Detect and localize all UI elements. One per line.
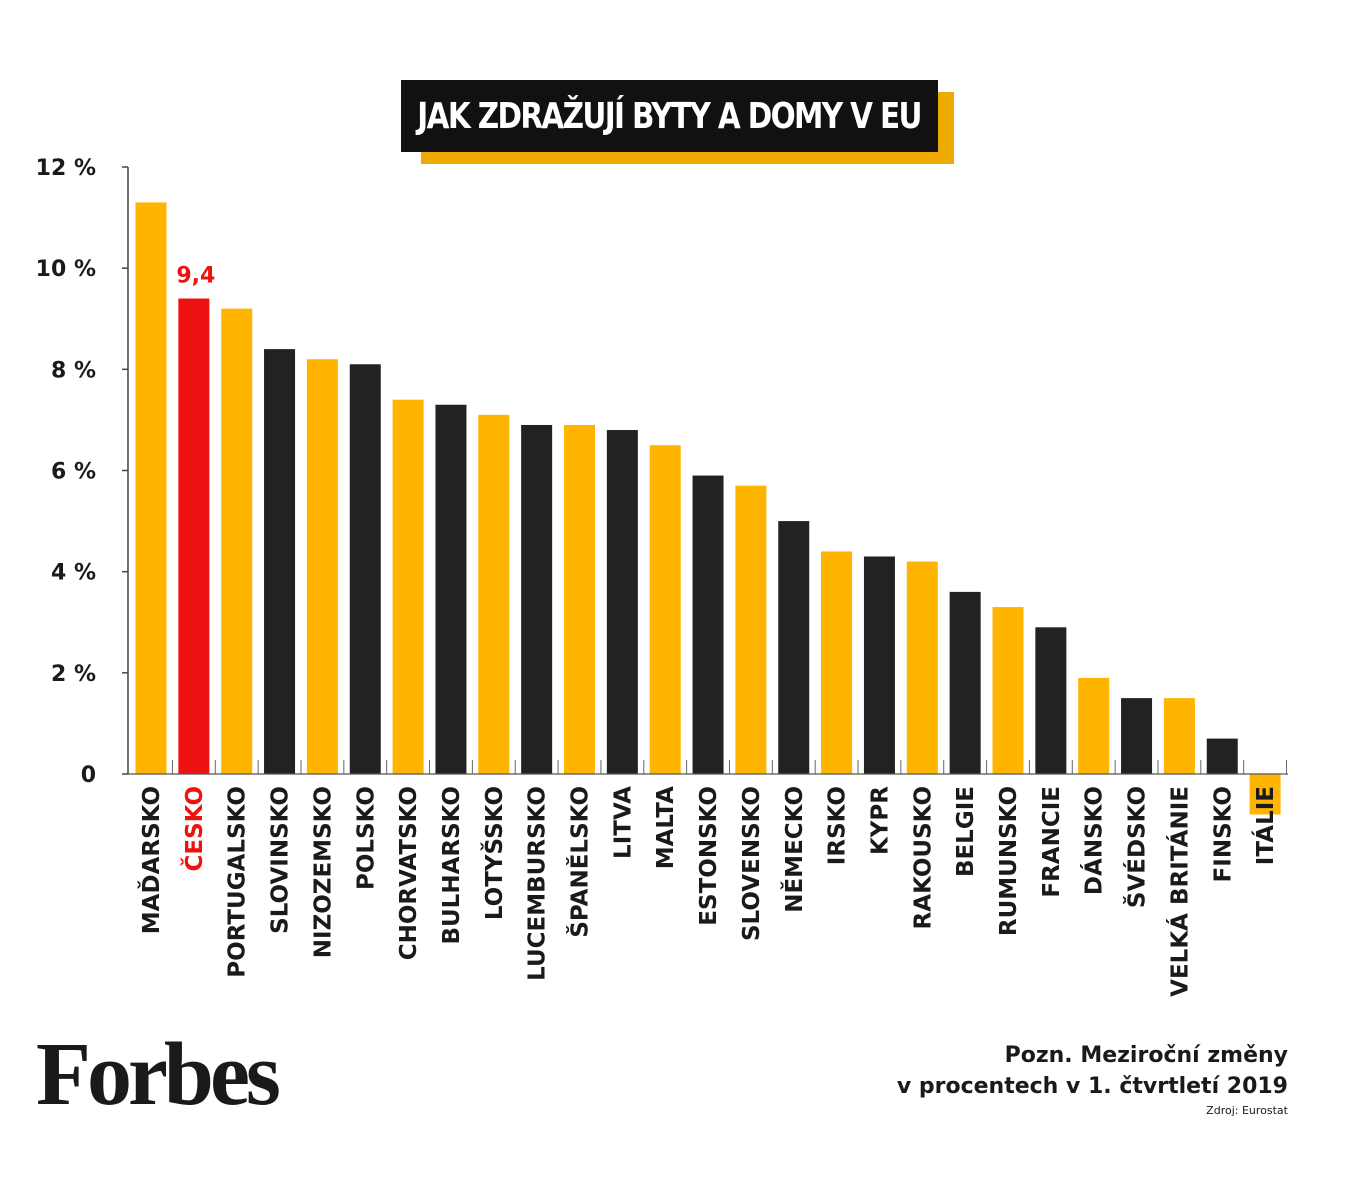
bar bbox=[1163, 698, 1195, 774]
bar bbox=[606, 430, 638, 774]
bar bbox=[349, 364, 381, 774]
category-label: RUMUNSKO bbox=[996, 786, 1022, 936]
y-tick-label: 6 % bbox=[51, 460, 96, 485]
category-label: SLOVENSKO bbox=[739, 786, 765, 941]
bar bbox=[435, 404, 467, 774]
bar bbox=[906, 561, 938, 774]
bar bbox=[392, 399, 424, 774]
category-label: SLOVINSKO bbox=[268, 786, 294, 934]
bar bbox=[1206, 738, 1238, 774]
note-line-1: Pozn. Meziroční změny bbox=[1004, 1043, 1288, 1068]
bar bbox=[649, 445, 681, 774]
category-label: ČESKO bbox=[180, 786, 208, 872]
bar bbox=[992, 607, 1024, 774]
bar bbox=[1249, 774, 1281, 815]
category-label: IRSKO bbox=[825, 786, 851, 865]
bar bbox=[692, 475, 724, 774]
bar bbox=[863, 556, 895, 774]
category-label: NIZOZEMSKO bbox=[310, 786, 336, 958]
category-label: MAĎARSKO bbox=[137, 786, 165, 934]
y-tick-label: 0 bbox=[81, 763, 96, 788]
category-label: CHORVATSKO bbox=[396, 786, 422, 960]
category-label: DÁNSKO bbox=[1080, 786, 1108, 895]
chart-title: JAK ZDRAŽUJÍ BYTY A DOMY V EU bbox=[417, 95, 923, 137]
title-box: JAK ZDRAŽUJÍ BYTY A DOMY V EU bbox=[401, 80, 938, 152]
category-label: VELKÁ BRITÁNIE bbox=[1165, 786, 1193, 997]
category-label: NĚMECKO bbox=[780, 786, 808, 913]
bar bbox=[1121, 698, 1153, 774]
bar bbox=[264, 349, 296, 774]
category-label: RAKOUSKO bbox=[910, 786, 936, 929]
category-label: PORTUGALSKO bbox=[225, 786, 251, 978]
category-label: ŠPANĚLSKO bbox=[566, 786, 594, 938]
bar bbox=[306, 359, 338, 774]
category-label: LITVA bbox=[610, 786, 636, 859]
bar bbox=[1078, 677, 1110, 774]
bar bbox=[135, 202, 167, 775]
bar bbox=[221, 308, 253, 774]
category-label: BULHARSKO bbox=[439, 786, 465, 945]
category-label: ESTONSKO bbox=[696, 786, 722, 926]
bar bbox=[735, 485, 767, 774]
category-label: KYPR bbox=[867, 786, 893, 855]
forbes-logo: Forbes bbox=[36, 1025, 281, 1124]
bar bbox=[478, 414, 510, 774]
bar bbox=[778, 521, 810, 774]
y-tick-label: 2 % bbox=[51, 662, 96, 687]
bar bbox=[821, 551, 853, 774]
category-label: MALTA bbox=[653, 786, 679, 869]
bar bbox=[521, 424, 553, 774]
category-label: FRANCIE bbox=[1039, 786, 1065, 898]
data-label: 9,4 bbox=[176, 264, 215, 289]
y-tick-label: 10 % bbox=[36, 257, 96, 282]
category-label: BELGIE bbox=[953, 786, 979, 877]
bar bbox=[564, 424, 595, 774]
bar bbox=[178, 298, 210, 774]
bar bbox=[1035, 627, 1067, 774]
bar bbox=[949, 591, 981, 774]
chart-note: Pozn. Meziroční změny v procentech v 1. … bbox=[897, 1040, 1288, 1118]
chart-title-banner: JAK ZDRAŽUJÍ BYTY A DOMY V EU bbox=[401, 80, 956, 166]
y-tick-label: 8 % bbox=[51, 358, 96, 383]
y-tick-label: 4 % bbox=[51, 561, 96, 586]
category-label: FINSKO bbox=[1210, 786, 1236, 882]
category-label: ITÁLIE bbox=[1251, 786, 1279, 865]
y-tick-label: 12 % bbox=[36, 156, 96, 181]
category-label: ŠVÉDSKO bbox=[1123, 786, 1151, 908]
category-label: LOTYŠSKO bbox=[480, 786, 508, 920]
category-label: POLSKO bbox=[353, 786, 379, 890]
source-label: Zdroj: Eurostat bbox=[1206, 1104, 1288, 1117]
note-line-2: v procentech v 1. čtvrtletí 2019 bbox=[896, 1074, 1288, 1099]
category-label: LUCEMBURSKO bbox=[525, 786, 551, 981]
